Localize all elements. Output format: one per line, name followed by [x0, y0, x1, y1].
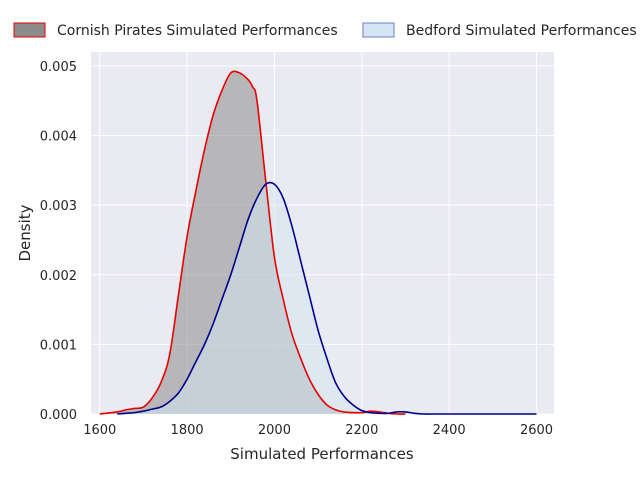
x-tick-label: 2600	[520, 423, 553, 438]
density-lines	[99, 70, 537, 415]
legend-swatch-bedford	[362, 22, 395, 38]
legend: Cornish Pirates Simulated Performances B…	[13, 22, 637, 39]
y-tick-label: 0.000	[40, 408, 77, 423]
x-tick-label: 2400	[433, 423, 466, 438]
y-tick-labels: 0.000 0.001 0.002 0.003 0.004 0.005	[40, 60, 77, 423]
line-bedford	[117, 181, 537, 415]
x-tick-label: 2000	[258, 423, 291, 438]
area-bedford	[117, 182, 537, 415]
legend-label-bedford: Bedford Simulated Performances	[406, 23, 637, 39]
legend-label-cornish: Cornish Pirates Simulated Performances	[57, 23, 338, 39]
x-tick-label: 1600	[83, 423, 116, 438]
density-areas	[99, 71, 537, 415]
x-tick-label: 2200	[345, 423, 378, 438]
x-axis-label: Simulated Performances	[230, 445, 414, 463]
x-tick-labels: 1600 1800 2000 2200 2400 2600	[83, 423, 553, 438]
y-tick-label: 0.004	[40, 130, 77, 145]
y-tick-label: 0.005	[40, 60, 77, 75]
legend-swatch-cornish	[13, 22, 46, 38]
y-tick-label: 0.001	[40, 338, 77, 353]
x-tick-label: 1800	[171, 423, 204, 438]
y-tick-label: 0.002	[40, 269, 77, 284]
y-axis-label: Density	[16, 204, 34, 261]
line-cornish	[99, 70, 406, 415]
y-tick-label: 0.003	[40, 199, 77, 214]
